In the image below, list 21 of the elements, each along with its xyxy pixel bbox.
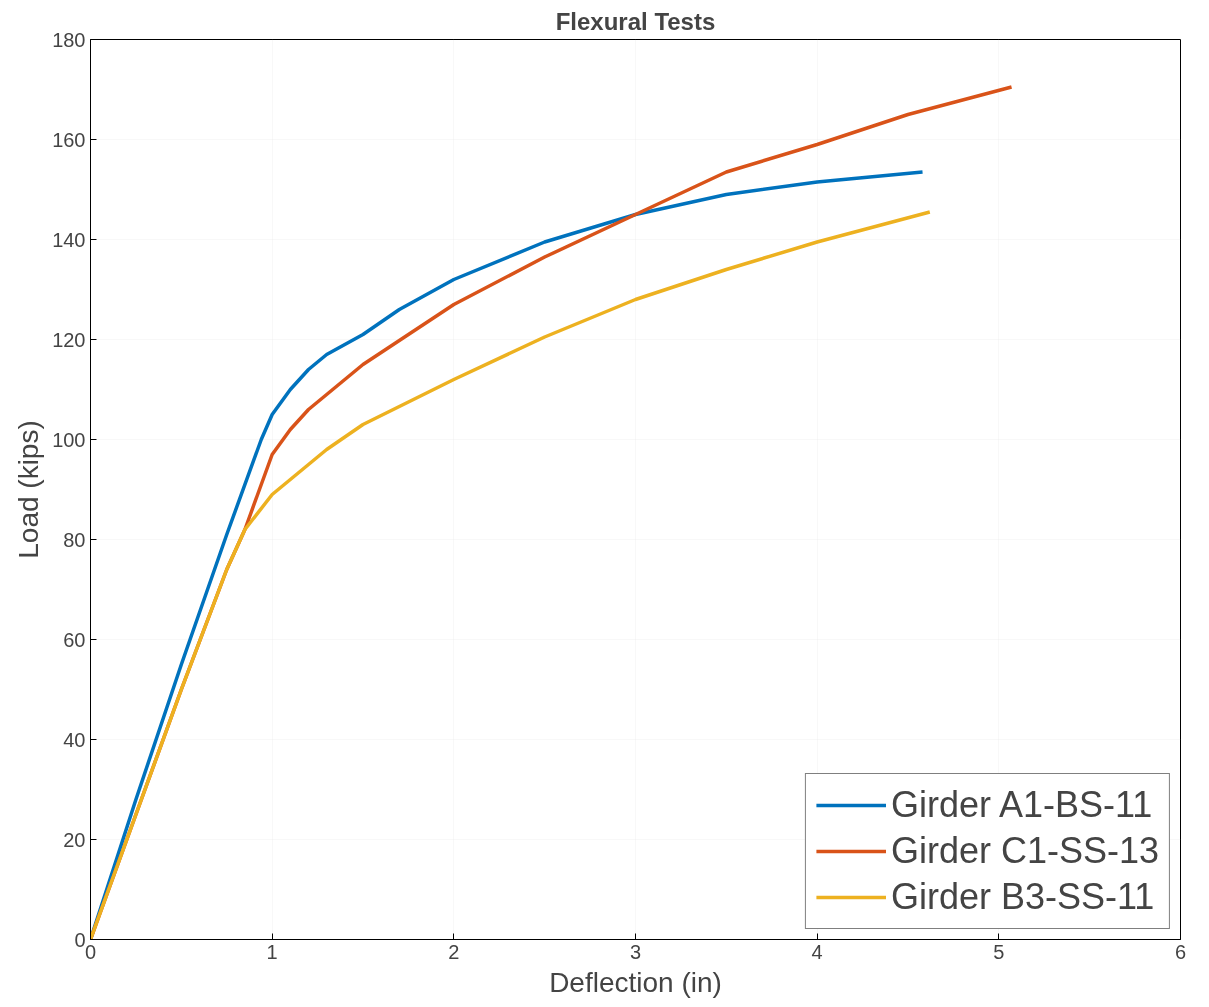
x-tick-label: 3 xyxy=(629,940,642,963)
legend-label: Girder B3-SS-11 xyxy=(890,876,1155,918)
y-tick-label: 120 xyxy=(52,328,86,351)
y-tick-label: 140 xyxy=(52,228,86,251)
y-tick-label: 40 xyxy=(63,728,86,751)
x-tick-label: 5 xyxy=(993,940,1005,963)
y-axis-title: Load (kips) xyxy=(13,420,45,559)
y-tick-label: 60 xyxy=(63,628,86,651)
x-tick-label: 6 xyxy=(1174,940,1187,963)
y-tick-label: 180 xyxy=(52,28,86,51)
x-tick-label: 4 xyxy=(811,940,823,963)
legend-label: Girder A1-BS-11 xyxy=(890,784,1153,826)
y-tick-label: 80 xyxy=(63,528,86,551)
y-tick-label: 100 xyxy=(52,428,86,451)
legend-label: Girder C1-SS-13 xyxy=(890,830,1159,872)
y-tick-label: 160 xyxy=(52,128,86,151)
chart-title: Flexural Tests xyxy=(555,7,716,35)
x-tick-label: 2 xyxy=(448,940,460,963)
x-tick-label: 1 xyxy=(266,940,278,963)
x-axis-title: Deflection (in) xyxy=(549,966,722,998)
y-tick-label: 20 xyxy=(63,828,86,851)
